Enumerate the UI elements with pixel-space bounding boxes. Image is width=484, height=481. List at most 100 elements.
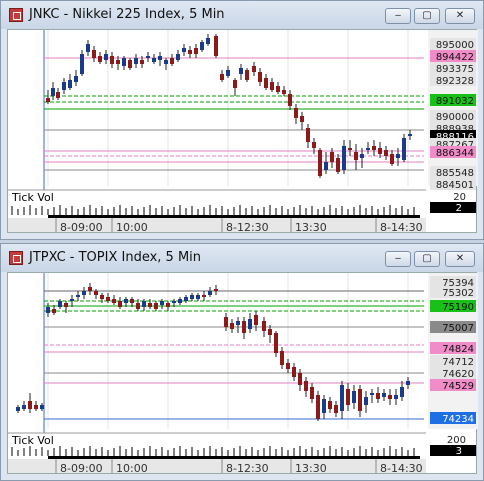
candle-body: [16, 407, 20, 411]
chart-window-topix[interactable]: JTPXC - TOPIX Index, 5 Min ‒ ▢ ✕ 75394 75…: [0, 243, 484, 481]
candle-body: [245, 70, 249, 80]
minimize-button[interactable]: ‒: [385, 8, 411, 24]
price-label-bg: [430, 110, 476, 122]
plot-area: [8, 273, 426, 429]
candle-body: [294, 108, 298, 118]
candle-body: [280, 351, 284, 365]
candle-body: [74, 76, 78, 82]
candle-body: [106, 297, 110, 301]
time-label: 8-14:30: [380, 462, 423, 475]
app-icon: [9, 8, 23, 22]
candle-body: [390, 154, 394, 164]
price-label-bg: [430, 367, 476, 379]
candle-body: [214, 289, 218, 291]
candle-body: [178, 299, 182, 303]
candle-body: [200, 42, 204, 50]
volume-last-bg: [430, 445, 476, 456]
candle-body: [236, 321, 240, 325]
candle-body: [342, 146, 346, 170]
candle-body: [406, 381, 410, 385]
candle-body: [372, 146, 376, 150]
volume-label: Tick Vol: [11, 191, 54, 204]
candle-body: [310, 387, 314, 399]
price-label: 893375: [436, 64, 474, 75]
close-button[interactable]: ✕: [445, 8, 475, 24]
maximize-button[interactable]: ▢: [414, 8, 440, 24]
price-label: 888938: [436, 124, 474, 135]
minimize-button[interactable]: ‒: [385, 251, 411, 267]
price-label-bg: [430, 276, 476, 288]
time-label: 10:00: [116, 462, 148, 475]
title-bar[interactable]: JNKC - Nikkei 225 Index, 5 Min ‒ ▢ ✕: [1, 1, 483, 29]
price-label: 887267: [436, 140, 474, 151]
candle-body: [46, 98, 50, 102]
time-label: 8-14:30: [380, 221, 423, 234]
candle-body: [376, 393, 380, 399]
candle-body: [148, 303, 152, 307]
price-label: 74824: [442, 344, 474, 355]
candle-body: [51, 88, 55, 96]
time-label: 8-12:30: [226, 462, 269, 475]
volume-scale-max: 200: [447, 435, 466, 446]
window-title: JTPXC - TOPIX Index, 5 Min: [29, 250, 202, 265]
candle-body: [98, 56, 102, 62]
candle-body: [252, 66, 256, 72]
volume-baseline: [48, 215, 420, 218]
candle-body: [400, 387, 404, 397]
candle-body: [56, 92, 60, 98]
close-icon: ✕: [455, 10, 465, 21]
candle-body: [258, 72, 262, 82]
time-label: 13:30: [295, 221, 327, 234]
price-label-bg: [430, 62, 476, 74]
candle-body: [208, 291, 212, 295]
maximize-button[interactable]: ▢: [414, 251, 440, 267]
price-label-bg: [430, 74, 476, 86]
price-label-bg: [430, 355, 476, 367]
candle-body: [268, 329, 272, 335]
candle-body: [118, 301, 122, 307]
candle-body: [176, 54, 180, 60]
candle-body: [140, 60, 144, 64]
title-bar[interactable]: JTPXC - TOPIX Index, 5 Min ‒ ▢ ✕: [1, 244, 483, 272]
candle-body: [396, 154, 400, 158]
candle-body: [224, 317, 228, 327]
candle-body: [288, 94, 292, 106]
price-label-bg: [430, 166, 476, 178]
price-chart[interactable]: 75394 75302 75190 75007 74824 74712 74620 74529…: [7, 272, 478, 475]
candle-body: [64, 303, 68, 307]
time-label: 8-09:00: [60, 462, 103, 475]
candle-body: [128, 60, 132, 68]
candle-body: [172, 301, 176, 303]
price-label: 890000: [436, 112, 474, 123]
candle-body: [248, 319, 252, 329]
candle-body: [88, 287, 92, 291]
candle-body: [330, 152, 334, 162]
candle-body: [270, 82, 274, 90]
close-button[interactable]: ✕: [445, 251, 475, 267]
candle-body: [282, 90, 286, 94]
candle-body: [352, 391, 356, 403]
candle-body: [366, 148, 370, 150]
volume-scale-last: 2: [456, 203, 462, 214]
candle-body: [104, 54, 108, 60]
candle-body: [254, 315, 258, 325]
price-label-bg: [430, 50, 476, 62]
price-chart[interactable]: 895000 894422 893375 892328 891032 890000 8889…: [7, 29, 478, 234]
candle-body: [146, 56, 150, 58]
candle-body: [134, 58, 138, 64]
chart-window-nikkei[interactable]: JNKC - Nikkei 225 Index, 5 Min ‒ ▢ ✕ 895…: [0, 0, 484, 240]
candle-body: [388, 395, 392, 399]
volume-label: Tick Vol: [11, 434, 54, 447]
candle-body: [190, 295, 194, 299]
price-label-bg: [430, 379, 476, 391]
price-label: 886344: [436, 148, 474, 159]
candle-body: [170, 58, 174, 64]
candle-body: [100, 295, 104, 299]
candle-body: [239, 68, 243, 74]
time-label: 8-09:00: [60, 221, 103, 234]
price-label-bg: [430, 146, 476, 158]
candle-body: [130, 299, 134, 303]
candle-body: [202, 295, 206, 297]
